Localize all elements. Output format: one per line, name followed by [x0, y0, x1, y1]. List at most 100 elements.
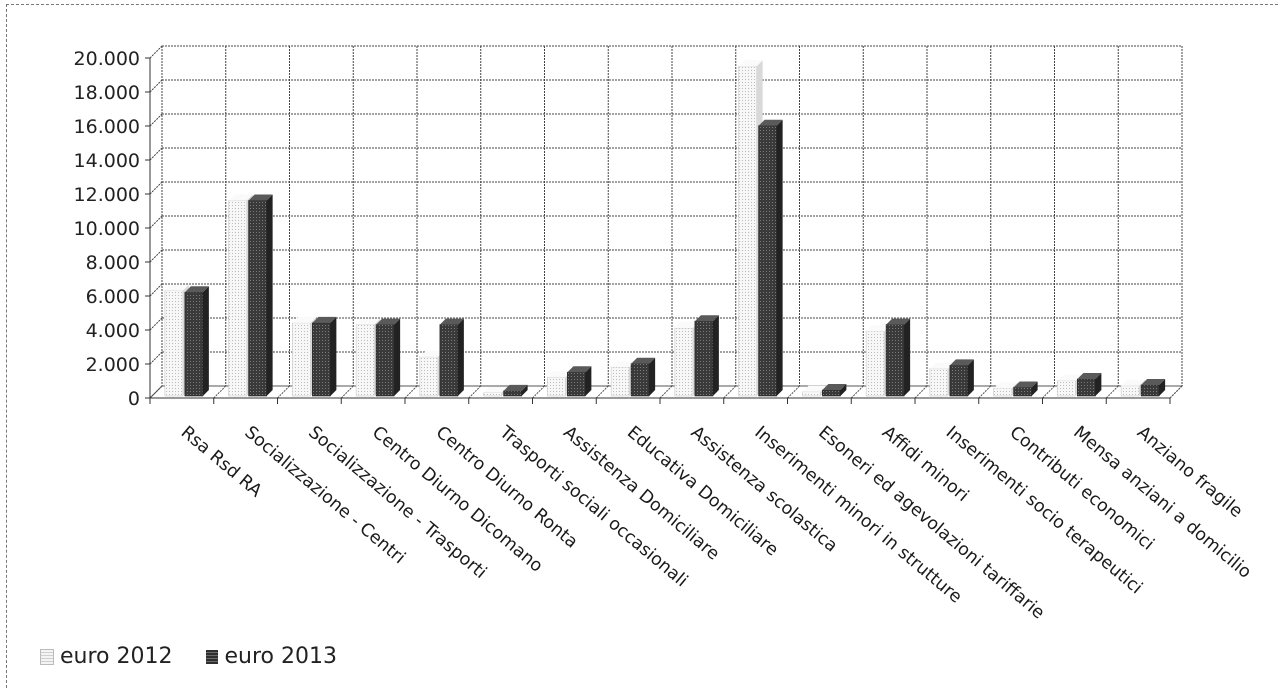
bars: [164, 60, 1166, 397]
legend-label-2013: euro 2013: [224, 644, 337, 669]
bar-2013-5: [503, 390, 522, 397]
bar-2013-0: [184, 291, 204, 397]
bar-top-2012-9: [738, 60, 763, 67]
bar-top-2013-10: [822, 384, 847, 391]
bar-2013-2: [312, 322, 331, 397]
bar-top-2013-2: [312, 316, 337, 323]
x-tick-label: Esoneri ed agevolazioni tariffarie: [814, 423, 1048, 624]
y-tick-label: 8.000: [86, 252, 140, 274]
bar-side-2013-4: [457, 318, 464, 396]
bar-top-2012-3: [356, 318, 381, 325]
y-tick-label: 14.000: [74, 150, 140, 172]
bar-top-2012-5: [483, 386, 508, 393]
bar-side-2013-15: [1159, 378, 1166, 396]
bar-2013-7: [630, 363, 650, 397]
bar-2013-12: [949, 365, 969, 397]
bar-2012-2: [292, 322, 311, 397]
bar-2013-1: [248, 200, 267, 397]
bar-2012-11: [865, 331, 885, 397]
bar-2012-15: [1120, 385, 1140, 397]
bar-side-2013-6: [585, 366, 592, 396]
x-tick-label: Anziano fragile: [1133, 423, 1246, 522]
gridline-side: [149, 215, 163, 229]
bar-2013-6: [567, 371, 586, 397]
bar-top-2013-12: [949, 359, 974, 366]
bar-top-2013-15: [1141, 378, 1166, 385]
y-tick-label: 0: [128, 388, 140, 410]
bar-2012-12: [929, 368, 949, 397]
bar-2012-7: [610, 366, 630, 397]
bar-side-2013-14: [1095, 373, 1102, 396]
gridline-side: [149, 317, 163, 331]
gridline-side: [149, 283, 163, 297]
bar-top-2012-10: [802, 385, 827, 392]
floor-divider: [532, 385, 545, 399]
bar-top-2013-4: [439, 318, 464, 325]
bar-top-2012-0: [164, 284, 189, 291]
y-tick-label: 10.000: [74, 218, 140, 240]
bar-side-2013-0: [202, 286, 209, 396]
bar-top-2013-5: [503, 384, 528, 391]
bar-top-2012-11: [866, 325, 891, 332]
floor-divider: [1042, 385, 1055, 399]
y-tick-label: 12.000: [74, 184, 140, 206]
chart-frame: [6, 4, 1278, 688]
bar-top-2013-8: [694, 315, 719, 322]
floor-divider: [1169, 385, 1183, 399]
bar-side-2013-3: [394, 318, 401, 396]
bar-2013-8: [694, 320, 714, 397]
bar-2013-11: [885, 324, 905, 397]
legend-item-2013: euro 2013: [206, 644, 337, 669]
bar-top-2013-6: [567, 366, 592, 373]
bar-top-2012-14: [1057, 374, 1082, 381]
floor-divider: [723, 385, 737, 399]
bar-side-2013-5: [521, 384, 528, 396]
floor-divider: [213, 385, 227, 399]
gridline-side: [149, 249, 163, 263]
floor-divider: [340, 385, 354, 399]
bar-2012-8: [674, 327, 694, 397]
bar-top-2013-7: [631, 357, 656, 364]
gridline-side: [149, 147, 163, 161]
bar-2013-3: [375, 324, 395, 397]
bar-2012-3: [355, 324, 375, 397]
bar-2012-13: [993, 388, 1012, 397]
bar-top-2012-6: [547, 371, 572, 378]
bar-2012-0: [164, 290, 184, 397]
bar-2012-1: [228, 200, 247, 397]
y-tick-label: 6.000: [86, 286, 140, 308]
legend-item-2012: euro 2012: [40, 644, 172, 669]
bar-2013-13: [1013, 387, 1032, 397]
floor-divider: [787, 385, 800, 399]
bar-top-2013-3: [376, 318, 401, 325]
legend: euro 2012 euro 2013: [40, 644, 371, 669]
bar-2013-9: [758, 125, 777, 397]
bar-side-2013-9: [776, 119, 783, 396]
bar-2012-4: [419, 356, 439, 397]
bar-side-2013-1: [266, 194, 273, 396]
floor-divider: [659, 385, 673, 399]
gridline-side: [149, 351, 163, 365]
bar-top-2012-12: [929, 362, 954, 369]
bar-2013-15: [1140, 384, 1160, 397]
bar-2012-14: [1057, 380, 1076, 397]
floor-divider: [914, 385, 928, 399]
bar-top-2012-15: [1121, 379, 1146, 386]
y-axis: 0 2.000 4.000 6.000 8.000 10.000 12.000 14.000 1…: [74, 48, 1170, 410]
bar-side-2013-8: [712, 315, 719, 396]
bar-2012-6: [547, 376, 566, 397]
y-tick-label: 4.000: [86, 320, 140, 342]
bar-top-2013-0: [184, 286, 209, 293]
y-tick-label: 2.000: [86, 354, 140, 376]
gridline-side: [149, 113, 163, 127]
floor-divider: [850, 385, 864, 399]
bar-top-2012-4: [419, 350, 444, 357]
bar-top-2012-13: [993, 382, 1018, 389]
y-tick-label: 18.000: [74, 82, 140, 104]
bar-2013-10: [822, 389, 841, 397]
bar-top-2013-14: [1077, 373, 1102, 379]
legend-swatch-2012: [40, 648, 54, 665]
bar-2013-14: [1077, 378, 1096, 397]
bar-2012-10: [802, 391, 821, 397]
